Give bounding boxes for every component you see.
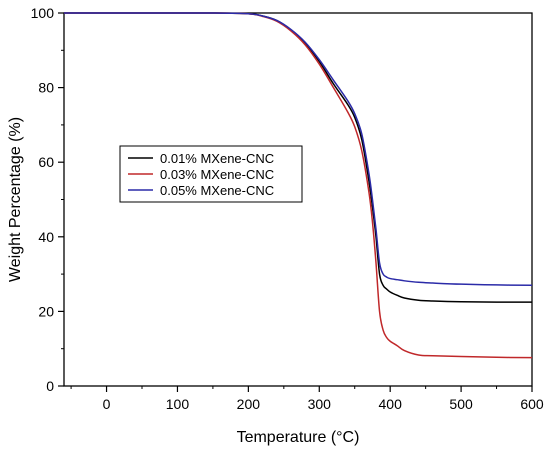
y-tick-label: 20: [38, 303, 54, 319]
y-tick-label: 80: [38, 80, 54, 96]
x-tick-label: 600: [520, 396, 544, 412]
y-tick-label: 60: [38, 154, 54, 170]
y-tick-label: 0: [46, 378, 54, 394]
ticks-layer: 0 100 200 300 400 500 600 0 20 40 60 80 100: [31, 5, 544, 412]
x-tick-label: 200: [237, 396, 261, 412]
x-axis-title: Temperature (°C): [237, 429, 360, 446]
series-layer: [63, 12, 533, 359]
x-tick-label: 300: [308, 396, 332, 412]
y-tick-label: 100: [31, 5, 55, 21]
legend-entry-1: 0.01% MXene-CNC: [160, 151, 274, 166]
y-axis-title: Weight Percentage (%): [7, 117, 24, 282]
x-tick-label: 400: [379, 396, 403, 412]
y-tick-label: 40: [38, 229, 54, 245]
x-tick-label: 100: [166, 396, 190, 412]
x-tick-label: 500: [449, 396, 473, 412]
legend-entry-3: 0.05% MXene-CNC: [160, 183, 274, 198]
series-line-3: [63, 12, 533, 287]
legend-entry-2: 0.03% MXene-CNC: [160, 167, 274, 182]
x-tick-label: 0: [103, 396, 111, 412]
